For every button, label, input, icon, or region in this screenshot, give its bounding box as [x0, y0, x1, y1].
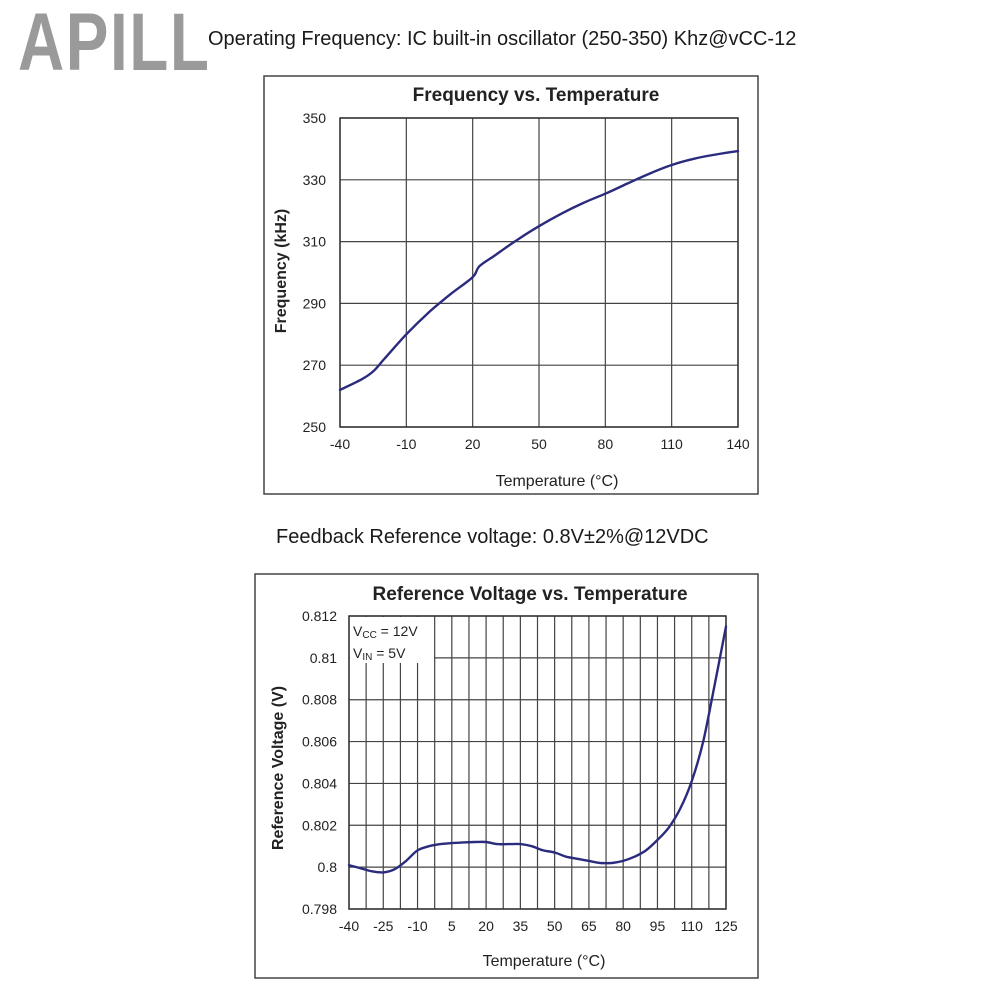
chart-voltage-xtick-label: 80 [615, 918, 631, 934]
chart-frequency-frame [263, 75, 759, 495]
chart-voltage-ylabel: Reference Voltage (V) [270, 686, 287, 850]
chart-frequency-ytick-label: 330 [303, 172, 327, 188]
chart-voltage-series-line [347, 625, 728, 874]
chart-frequency-xtick-label: -40 [330, 436, 350, 452]
chart-voltage-xtick-label: 125 [714, 918, 738, 934]
chart-frequency-plot-area [339, 117, 739, 428]
chart-frequency-ytick-label: 290 [303, 295, 327, 311]
chart-voltage-ytick-label: 0.8 [318, 859, 338, 875]
chart-voltage-ytick-label: 0.806 [302, 734, 337, 750]
chart-voltage-xtick-label: -10 [407, 918, 427, 934]
chart-frequency-xtick-label: 50 [531, 436, 547, 452]
chart-voltage-ytick-label: 0.81 [310, 650, 337, 666]
chart-voltage-xtick-label: 65 [581, 918, 597, 934]
chart-voltage-xtick-label: -25 [373, 918, 393, 934]
chart-frequency-ytick-label: 350 [303, 110, 327, 126]
watermark-logo: APILL [18, 0, 211, 88]
chart-voltage-xtick-label: 35 [513, 918, 529, 934]
chart-voltage-ytick-label: 0.812 [302, 608, 337, 624]
chart-frequency-series-line [338, 149, 740, 392]
chart-frequency-ytick-label: 310 [303, 234, 327, 250]
chart-voltage-xtick-label: 110 [681, 918, 704, 934]
chart-frequency-ytick-label: 250 [303, 419, 327, 435]
chart-frequency-xtick-label: 140 [726, 436, 750, 452]
chart-frequency-xtick-label: 80 [598, 436, 614, 452]
chart-frequency-xtick-label: 20 [465, 436, 481, 452]
chart-frequency-xlabel: Temperature (°C) [496, 473, 619, 490]
chart-voltage-ytick-label: 0.808 [302, 692, 337, 708]
chart-voltage-plot-area [348, 615, 727, 910]
chart-voltage-ytick-label: 0.804 [302, 775, 337, 791]
chart-frequency-ytick-label: 270 [303, 357, 327, 373]
chart-voltage-ytick-label: 0.802 [302, 817, 337, 833]
chart-frequency-xtick-label: -10 [396, 436, 416, 452]
chart-voltage-annotation-box [350, 617, 434, 663]
chart-voltage-xtick-label: 50 [547, 918, 563, 934]
caption-feedback-reference: Feedback Reference voltage: 0.8V±2%@12VD… [276, 526, 709, 548]
chart-voltage-xtick-label: 95 [650, 918, 666, 934]
chart-voltage-xtick-label: 20 [478, 918, 494, 934]
chart-voltage-ytick-label: 0.798 [302, 901, 337, 917]
chart-voltage-annotation: VIN = 5V [353, 645, 406, 663]
chart-voltage-xtick-label: -40 [339, 918, 359, 934]
chart-frequency-ylabel: Frequency (kHz) [273, 209, 290, 333]
chart-voltage-xtick-label: 5 [448, 918, 456, 934]
chart-frequency-xtick-label: 110 [661, 436, 684, 452]
chart-voltage-annotation: VCC = 12V [353, 623, 418, 641]
chart-frequency-title: Frequency vs. Temperature [413, 85, 660, 106]
chart-voltage-title: Reference Voltage vs. Temperature [372, 584, 687, 605]
chart-voltage-xlabel: Temperature (°C) [483, 953, 606, 970]
caption-operating-frequency: Operating Frequency: IC built-in oscilla… [208, 28, 797, 50]
